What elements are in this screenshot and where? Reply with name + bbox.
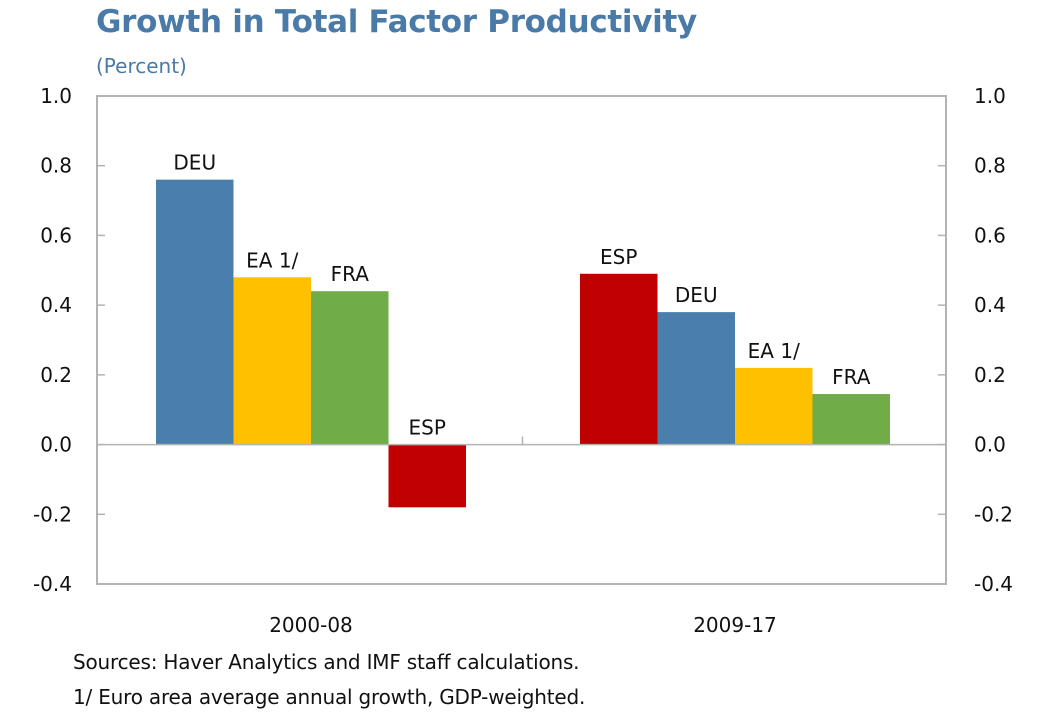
y-tick-label-right: 0.0 <box>974 433 1006 457</box>
bar-deu-2009-17 <box>657 312 735 445</box>
y-tick-label-right: 1.0 <box>974 84 1006 108</box>
bar-esp-2009-17 <box>580 273 658 445</box>
labels-layer: 1.0 1.0 0.8 0.8 0.6 0.6 0.4 0.4 0.2 0.2 0.0 0.0 -0.2… <box>33 84 1013 637</box>
bar-ea-2009-17 <box>735 367 813 445</box>
chart-title: Growth in Total Factor Productivity <box>96 4 697 40</box>
y-tick-label-right: 0.4 <box>974 293 1006 317</box>
y-tick-label-left: 0.4 <box>40 293 72 317</box>
bar-data-label: ESP <box>600 245 637 269</box>
y-tick-label-left: 0.0 <box>40 433 72 457</box>
bar-esp-2000-08 <box>388 444 466 508</box>
bar-ea-2000-08 <box>233 277 311 445</box>
footnote: 1/ Euro area average annual growth, GDP-… <box>73 685 586 709</box>
y-tick-label-left: 0.8 <box>40 154 72 178</box>
sources-note: Sources: Haver Analytics and IMF staff c… <box>73 650 580 674</box>
y-tick-label-left: 0.2 <box>40 363 72 387</box>
y-tick-label-left: 1.0 <box>40 84 72 108</box>
bar-data-label: EA 1/ <box>246 248 298 272</box>
y-tick-label-right: 0.6 <box>974 223 1006 247</box>
bar-data-label: FRA <box>832 365 871 389</box>
y-tick-label-left: -0.2 <box>33 502 72 526</box>
bar-data-label: EA 1/ <box>748 339 800 363</box>
x-tick-label: 2000-08 <box>269 613 353 637</box>
bar-fra-2000-08 <box>311 291 389 445</box>
y-tick-label-right: -0.4 <box>974 572 1013 596</box>
bar-data-label: DEU <box>675 283 718 307</box>
y-tick-label-right: 0.2 <box>974 363 1006 387</box>
x-tick-label: 2009-17 <box>693 613 777 637</box>
y-tick-label-left: 0.6 <box>40 223 72 247</box>
y-tick-label-right: -0.2 <box>974 502 1013 526</box>
bar-deu-2000-08 <box>156 179 234 445</box>
bar-fra-2009-17 <box>812 394 890 445</box>
y-tick-label-left: -0.4 <box>33 572 72 596</box>
bars-layer <box>156 179 890 508</box>
bar-data-label: ESP <box>409 416 446 440</box>
bar-data-label: DEU <box>173 151 216 175</box>
y-tick-label-right: 0.8 <box>974 154 1006 178</box>
chart-subtitle: (Percent) <box>96 54 187 78</box>
axes-layer <box>96 95 947 585</box>
plot-frame <box>96 95 947 585</box>
bar-data-label: FRA <box>331 262 370 286</box>
